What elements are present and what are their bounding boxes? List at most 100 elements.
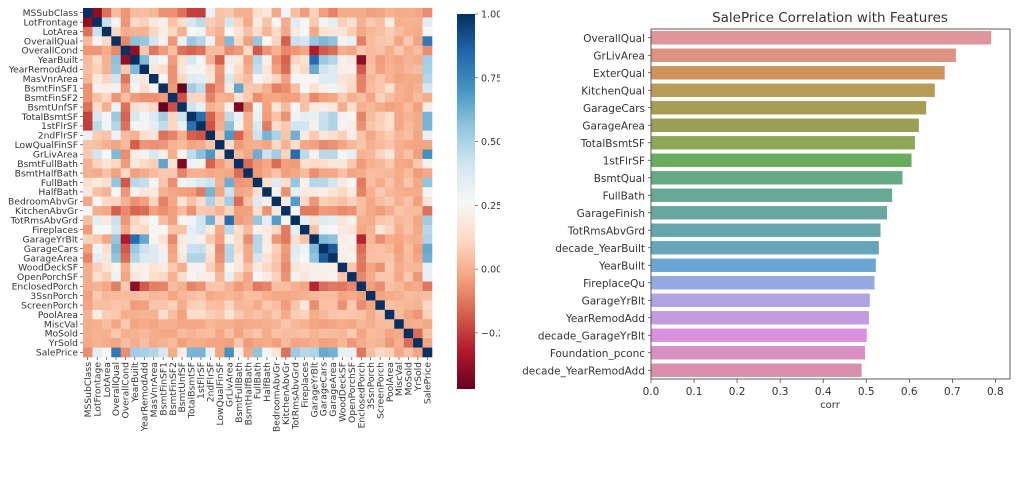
heatmap-x-label: EnclosedPorch — [356, 362, 367, 429]
heatmap-y-label: BsmtHalfBath — [15, 168, 79, 179]
heatmap-cell — [299, 319, 310, 330]
heatmap-cell — [299, 224, 310, 235]
heatmap-cell — [101, 243, 112, 254]
heatmap-cell — [111, 36, 122, 47]
heatmap-cell — [337, 17, 348, 28]
heatmap-cell — [384, 64, 395, 75]
heatmap-cell — [139, 224, 150, 235]
heatmap-cell — [384, 74, 395, 84]
heatmap-cell — [92, 17, 103, 28]
heatmap-cell — [281, 309, 291, 320]
heatmap-y-label: LotFrontage — [23, 17, 78, 28]
heatmap-cell — [365, 281, 376, 292]
heatmap-cell — [290, 224, 301, 235]
heatmap-cell — [384, 102, 395, 113]
heatmap-y-label: BsmtFinSF1 — [24, 83, 78, 94]
heatmap-cell — [101, 177, 112, 188]
heatmap-cell — [243, 83, 254, 94]
heatmap-cell — [83, 168, 93, 179]
heatmap-cell — [167, 149, 178, 160]
heatmap-cell — [384, 83, 395, 94]
heatmap-cell — [120, 45, 131, 56]
heatmap-cell — [337, 55, 348, 65]
heatmap-cell — [375, 319, 386, 330]
heatmap-x-label: KitchenAbvGr — [281, 362, 292, 425]
heatmap-cell — [196, 74, 206, 84]
heatmap-cell — [281, 130, 291, 141]
heatmap-cell — [243, 328, 254, 339]
heatmap-cell — [177, 158, 188, 169]
heatmap-cell — [196, 290, 206, 301]
heatmap-cell — [215, 206, 225, 216]
heatmap-cell — [337, 92, 348, 103]
heatmap-cell — [243, 8, 254, 18]
heatmap-cell — [271, 111, 282, 122]
heatmap-cell — [233, 111, 244, 122]
bar-category-label: BsmtQual — [594, 173, 645, 185]
heatmap-cell — [413, 272, 423, 282]
heatmap-cell — [215, 8, 225, 18]
heatmap-cell — [167, 215, 178, 226]
heatmap-cell — [101, 272, 112, 282]
heatmap-cell — [290, 158, 301, 169]
heatmap-cell — [347, 253, 357, 263]
heatmap-cell — [92, 177, 103, 188]
heatmap-cell — [233, 26, 244, 37]
heatmap-cell — [101, 168, 112, 179]
heatmap-cell — [394, 234, 405, 245]
heatmap-cell — [299, 130, 310, 141]
heatmap-cell — [394, 83, 405, 94]
heatmap-cell — [139, 36, 150, 47]
heatmap-cell — [347, 64, 357, 75]
colorbar-tick-label: −0.25 — [481, 328, 500, 339]
heatmap-cell — [215, 140, 225, 150]
heatmap-cell — [422, 121, 433, 131]
heatmap-cell — [111, 309, 122, 320]
heatmap-cell — [205, 328, 216, 339]
heatmap-cell — [413, 328, 423, 339]
heatmap-cell — [130, 158, 140, 169]
heatmap-cell — [403, 196, 414, 207]
bar — [650, 205, 888, 221]
heatmap-cell — [271, 234, 282, 245]
heatmap-cell — [215, 272, 225, 282]
heatmap-cell — [309, 140, 320, 150]
heatmap-cell — [233, 338, 244, 348]
heatmap-cell — [158, 149, 169, 160]
heatmap-cell — [290, 45, 301, 56]
heatmap-cell — [299, 74, 310, 84]
heatmap-cell — [413, 55, 423, 65]
heatmap-cell — [384, 177, 395, 188]
heatmap-cell — [83, 102, 93, 113]
heatmap-cell — [111, 121, 122, 131]
heatmap-cell — [347, 196, 357, 207]
heatmap-cell — [233, 177, 244, 188]
heatmap-cell — [130, 272, 140, 282]
heatmap-cell — [149, 253, 159, 263]
heatmap-cell — [243, 26, 254, 37]
heatmap-cell — [167, 45, 178, 56]
heatmap-cell — [120, 64, 131, 75]
heatmap-cell — [177, 92, 188, 103]
heatmap-cell — [290, 121, 301, 131]
heatmap-cell — [299, 281, 310, 292]
heatmap-cell — [130, 64, 140, 75]
heatmap-cell — [186, 300, 197, 311]
heatmap-cell — [422, 215, 433, 226]
heatmap-cell — [92, 36, 103, 47]
heatmap-cell — [299, 121, 310, 131]
heatmap-cell — [233, 196, 244, 207]
heatmap-cell — [262, 262, 272, 273]
heatmap-cell — [328, 121, 338, 131]
heatmap-cell — [196, 45, 206, 56]
heatmap-cell — [262, 319, 272, 330]
heatmap-cell — [158, 83, 169, 94]
heatmap-cell — [177, 272, 188, 282]
heatmap-cell — [403, 347, 414, 358]
heatmap-x-label: MSSubClass — [83, 362, 94, 418]
heatmap-cell — [375, 111, 386, 122]
heatmap-cell — [328, 36, 338, 47]
heatmap-cell — [196, 149, 206, 160]
heatmap-cell — [167, 121, 178, 131]
heatmap-cell — [384, 215, 395, 226]
